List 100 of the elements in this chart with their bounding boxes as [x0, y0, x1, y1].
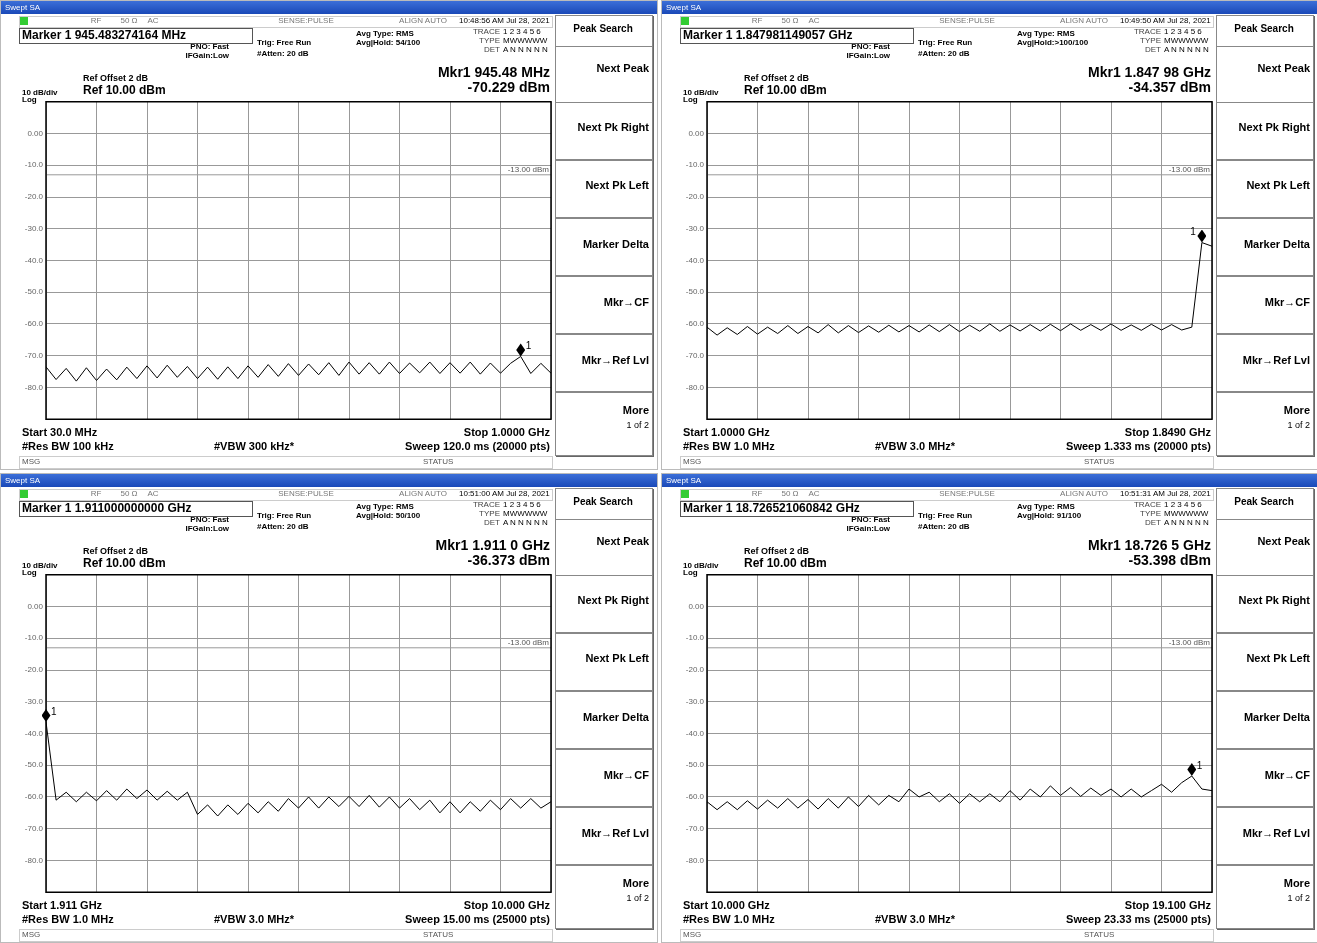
- text: Mkr→Ref Lvl: [1242, 354, 1310, 366]
- text: DET: [484, 45, 500, 54]
- text: Marker 1 1.847981149057 GHz: [683, 28, 853, 42]
- text: Mkr→CF: [1264, 769, 1310, 781]
- y-tick-label: -50.0: [24, 287, 44, 297]
- text: Mkr→CF: [603, 296, 649, 308]
- y-tick-label: -40.0: [685, 728, 705, 738]
- text: Marker Delta: [1243, 711, 1310, 723]
- text: Stop 19.100 GHz: [1124, 899, 1211, 911]
- text: A N N N N N: [503, 518, 548, 527]
- text: Avg|Hold: 54/100: [356, 38, 421, 47]
- text: DET: [1145, 518, 1161, 527]
- y-tick-label: -60.0: [24, 319, 44, 329]
- text: PNO: Fast: [851, 42, 890, 51]
- text: MSG: [683, 457, 702, 466]
- text: #Res BW 100 kHz: [22, 440, 114, 452]
- text: STATUS: [1084, 457, 1115, 466]
- text: Start 30.0 MHz: [22, 426, 98, 438]
- text: Sweep 120.0 ms (20000 pts): [405, 440, 550, 452]
- text: STATUS: [1084, 930, 1115, 939]
- text: Next Pk Left: [585, 652, 649, 664]
- y-tick-label: -20.0: [685, 192, 705, 202]
- text: AC: [808, 489, 820, 498]
- y-tick-label: -80.0: [24, 855, 44, 865]
- text: Ref Offset 2 dB: [83, 546, 149, 556]
- y-tick-label: -40.0: [24, 728, 44, 738]
- text: Next Pk Left: [1246, 179, 1310, 191]
- text: #Atten: 20 dB: [918, 522, 970, 531]
- text: Mkr→CF: [603, 769, 649, 781]
- text: Ref 10.00 dBm: [744, 83, 827, 97]
- text: SENSE:PULSE: [278, 489, 334, 498]
- text: 50 Ω: [781, 16, 799, 25]
- text: Ref 10.00 dBm: [83, 556, 166, 570]
- y-tick-label: -20.0: [24, 665, 44, 675]
- text: A N N N N N: [1164, 45, 1209, 54]
- y-tick-label: -20.0: [24, 192, 44, 202]
- y-tick-label: -50.0: [24, 760, 44, 770]
- annotation: 1: [1196, 759, 1203, 771]
- text: #Res BW 1.0 MHz: [683, 440, 775, 452]
- text: IFGain:Low: [846, 524, 890, 533]
- text: A N N N N N: [1164, 518, 1209, 527]
- text: #VBW 3.0 MHz*: [875, 913, 956, 925]
- text: IFGain:Low: [846, 51, 890, 60]
- text: RF: [751, 489, 763, 498]
- text: MWWWWW: [503, 36, 548, 45]
- text: TRACE: [472, 500, 500, 509]
- text: Trig: Free Run: [918, 38, 973, 47]
- text: ALIGN AUTO: [399, 16, 447, 25]
- text: 1 of 2: [1287, 893, 1310, 903]
- text: Log: [683, 568, 698, 577]
- text: Next Pk Right: [1238, 594, 1310, 606]
- chart-title: Swept SA: [666, 476, 702, 485]
- text: Avg Type: RMS: [1017, 29, 1075, 38]
- y-tick-label: -20.0: [685, 665, 705, 675]
- text: -34.357 dBm: [1128, 79, 1211, 95]
- text: RF: [90, 489, 102, 498]
- text: MWWWWW: [1164, 509, 1209, 518]
- text: Mkr1 1.847 98 GHz: [1088, 64, 1211, 80]
- text: Mkr→Ref Lvl: [581, 827, 649, 839]
- text: Marker 1 18.726521060842 GHz: [683, 501, 860, 515]
- y-tick-label: -40.0: [685, 255, 705, 265]
- text: RF: [751, 16, 763, 25]
- text: PNO: Fast: [851, 515, 890, 524]
- text: Next Pk Right: [577, 121, 649, 133]
- text: TYPE: [1140, 36, 1161, 45]
- text: More: [1283, 404, 1310, 416]
- text: MWWWWW: [1164, 36, 1209, 45]
- text: SENSE:PULSE: [939, 489, 995, 498]
- text: Marker Delta: [582, 238, 649, 250]
- text: PNO: Fast: [190, 515, 229, 524]
- text: TRACE: [1133, 27, 1161, 36]
- text: MSG: [22, 457, 41, 466]
- text: A N N N N N: [503, 45, 548, 54]
- text: Next Peak: [596, 535, 649, 547]
- y-tick-label: -10.0: [685, 160, 705, 170]
- text: Ref Offset 2 dB: [744, 73, 810, 83]
- text: Marker Delta: [1243, 238, 1310, 250]
- y-tick-label: -10.0: [685, 633, 705, 643]
- text: #Res BW 1.0 MHz: [683, 913, 775, 925]
- text: Avg|Hold:>100/100: [1017, 38, 1089, 47]
- text: TRACE: [1133, 500, 1161, 509]
- text: Mkr1 945.48 MHz: [437, 64, 550, 80]
- annotation: 1: [525, 340, 532, 352]
- text: More: [622, 404, 649, 416]
- text: Next Pk Left: [1246, 652, 1310, 664]
- text: Mkr→Ref Lvl: [581, 354, 649, 366]
- text: Marker Delta: [582, 711, 649, 723]
- text: Avg Type: RMS: [356, 502, 414, 511]
- text: ALIGN AUTO: [399, 489, 447, 498]
- text: Stop 10.000 GHz: [463, 899, 550, 911]
- text: 1 of 2: [1287, 420, 1310, 430]
- ref-line-label: -13.00 dBm: [507, 165, 550, 175]
- y-tick-label: -70.0: [685, 350, 705, 360]
- text: MSG: [22, 930, 41, 939]
- text: Peak Search: [1234, 23, 1294, 34]
- text: Avg Type: RMS: [1017, 502, 1075, 511]
- y-tick-label: -70.0: [685, 823, 705, 833]
- text: TYPE: [479, 36, 500, 45]
- y-tick-label: -30.0: [24, 696, 44, 706]
- y-tick-label: -70.0: [24, 823, 44, 833]
